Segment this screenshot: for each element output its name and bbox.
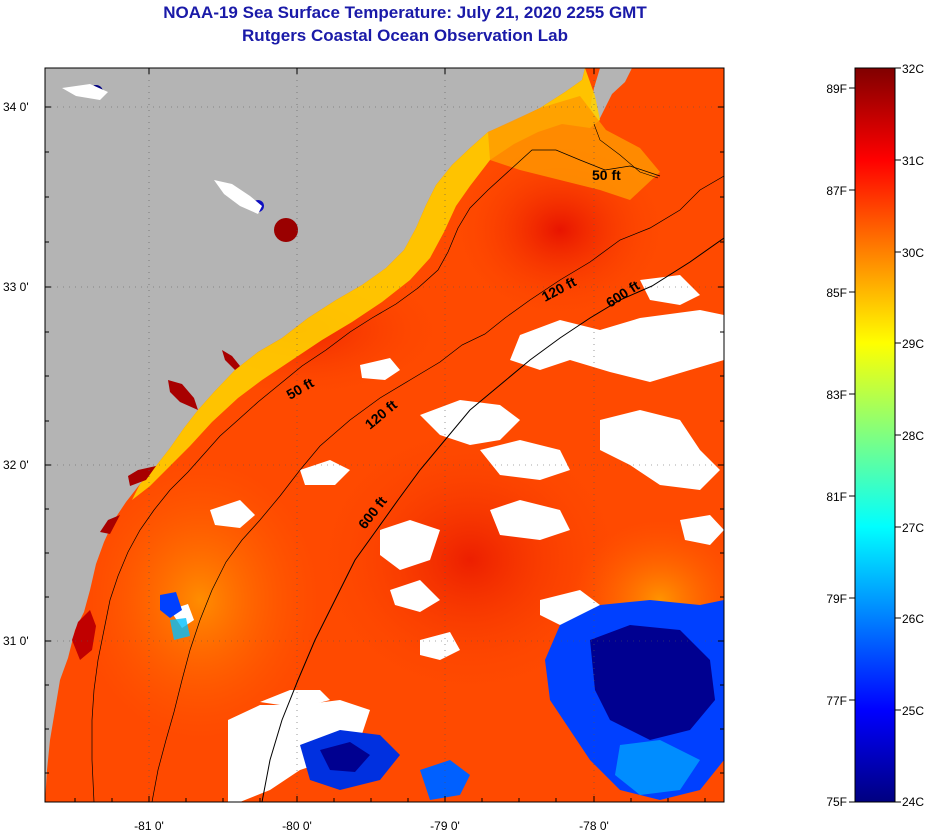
colorbar-label-29c: 29C bbox=[902, 337, 924, 351]
chart-subtitle: Rutgers Coastal Ocean Observation Lab bbox=[242, 26, 568, 45]
lat-label-33: 33 0' bbox=[3, 280, 29, 294]
lat-label-34: 34 0' bbox=[3, 100, 29, 114]
cloud-cover bbox=[170, 275, 724, 802]
lat-label-32: 32 0' bbox=[3, 458, 29, 472]
colorbar-label-81f: 81F bbox=[826, 490, 847, 504]
map-gridlines bbox=[45, 68, 724, 802]
chart-title: NOAA-19 Sea Surface Temperature: July 21… bbox=[163, 3, 647, 22]
colorbar-label-31c: 31C bbox=[902, 154, 924, 168]
colorbar-label-87f: 87F bbox=[826, 184, 847, 198]
colorbar-label-24c: 24C bbox=[902, 795, 924, 809]
colorbar-label-77f: 77F bbox=[826, 694, 847, 708]
colorbar-ticks bbox=[849, 67, 901, 803]
land-mass bbox=[45, 68, 585, 802]
cold-water-patches bbox=[160, 592, 724, 800]
colorbar-label-75f: 75F bbox=[826, 795, 847, 809]
lon-label-80: -80 0' bbox=[282, 819, 312, 832]
colorbar-label-28c: 28C bbox=[902, 429, 924, 443]
colorbar-label-89f: 89F bbox=[826, 82, 847, 96]
contour-label-50ft-north: 50 ft bbox=[592, 167, 621, 183]
lon-label-79: -79 0' bbox=[430, 819, 460, 832]
inland-lake bbox=[274, 218, 298, 242]
colorbar-label-27c: 27C bbox=[902, 521, 924, 535]
colorbar-label-85f: 85F bbox=[826, 286, 847, 300]
colorbar-label-79f: 79F bbox=[826, 592, 847, 606]
colorbar-label-83f: 83F bbox=[826, 388, 847, 402]
map-frame bbox=[44, 67, 725, 803]
bathymetry-contours bbox=[91, 123, 724, 802]
axis-ticks bbox=[45, 68, 724, 802]
lat-label-31: 31 0' bbox=[3, 634, 29, 648]
lon-label-81: -81 0' bbox=[134, 819, 164, 832]
colorbar-label-32c: 32C bbox=[902, 62, 924, 76]
colorbar-label-30c: 30C bbox=[902, 246, 924, 260]
colorbar bbox=[854, 67, 896, 803]
lon-label-78: -78 0' bbox=[579, 819, 609, 832]
colorbar-label-25c: 25C bbox=[902, 704, 924, 718]
colorbar-label-26c: 26C bbox=[902, 612, 924, 626]
